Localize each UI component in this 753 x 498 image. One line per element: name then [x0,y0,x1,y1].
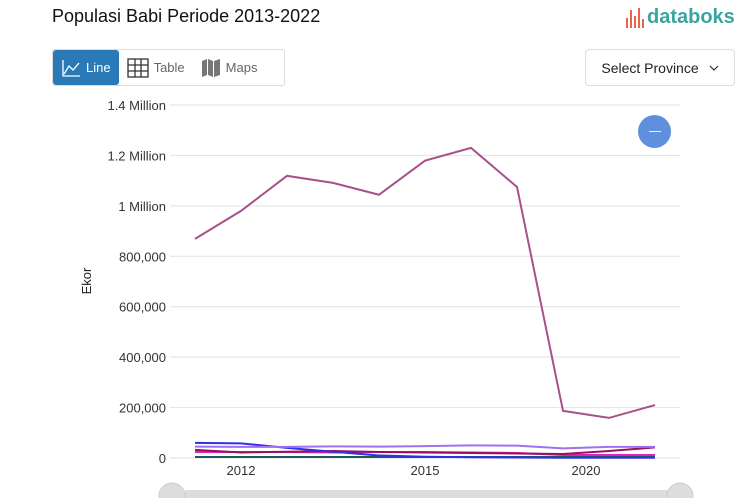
tab-maps[interactable]: Maps [193,50,266,85]
y-tick-label: 200,000 [119,401,166,416]
tab-line[interactable]: Line [53,50,119,85]
series-line[interactable] [194,446,656,455]
chart-title: Populasi Babi Periode 2013-2022 [52,6,321,26]
databoks-logo[interactable]: databoks [626,6,735,29]
range-slider-right-handle[interactable] [666,482,694,498]
line-chart-icon [62,59,80,77]
logo-text: databoks [647,6,735,28]
range-slider-left-handle[interactable] [158,482,186,498]
tab-table-label: Table [153,60,185,75]
tab-line-label: Line [86,60,111,75]
series-line[interactable] [194,146,656,419]
y-tick-label: 400,000 [119,350,166,365]
tab-table[interactable]: Table [119,50,193,85]
view-tabs: Line Table Maps [52,49,285,86]
y-axis-label: Ekor [79,267,94,294]
logo-bars-icon [626,7,644,28]
minus-icon [648,130,661,133]
tab-maps-label: Maps [225,60,258,75]
x-tick-label: 2012 [227,463,256,478]
x-tick-label: 2015 [411,463,440,478]
y-tick-label: 800,000 [119,249,166,264]
map-icon [201,58,220,77]
x-tick-label: 2020 [572,463,601,478]
chevron-down-icon [709,65,719,71]
province-select-label: Select Province [601,59,699,76]
y-tick-label: 1.2 Million [107,148,166,163]
y-tick-label: 0 [159,451,166,466]
y-tick-label: 1 Million [118,199,166,214]
province-select[interactable]: Select Province [585,49,735,86]
range-slider-track[interactable] [185,490,670,498]
y-tick-label: 1.4 Million [107,98,166,113]
series-line[interactable] [195,450,655,456]
reset-zoom-button[interactable] [638,115,671,148]
y-tick-label: 600,000 [119,300,166,315]
series-line[interactable] [194,444,655,450]
table-icon [126,57,149,78]
series-line[interactable] [194,441,655,459]
